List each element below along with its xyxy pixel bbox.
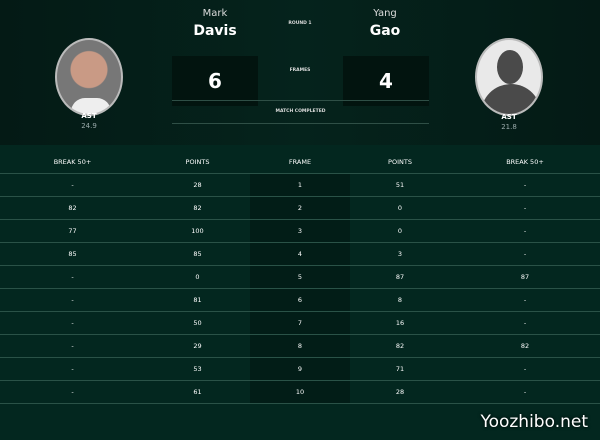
cell-frame: 1: [297, 181, 303, 189]
cell-break-p2: -: [523, 204, 527, 212]
cell-break-p1: -: [71, 181, 74, 189]
cell-frame: 9: [297, 365, 303, 373]
player1-score: 6: [172, 56, 258, 106]
player2-score: 4: [343, 56, 429, 106]
table-row: 85 85 4 3 -: [0, 243, 600, 266]
cell-points-p2: 87: [395, 273, 405, 281]
header-frame: FRAME: [288, 157, 312, 166]
cell-break-p2: -: [523, 388, 527, 396]
frames-table: BREAK 50+ POINTS FRAME POINTS BREAK 50+ …: [0, 150, 600, 404]
cell-points-p1: 81: [193, 296, 202, 304]
cell-points-p1: 29: [193, 342, 202, 350]
frame-column-bg: [250, 174, 350, 404]
cell-points-p1: 61: [193, 388, 202, 396]
cell-points-p1: 100: [191, 227, 204, 235]
match-status: MATCH COMPLETED: [275, 109, 326, 114]
cell-points-p2: 71: [395, 365, 405, 373]
cell-frame: 8: [297, 342, 303, 350]
match-header: AST 24.9 Mark Davis ROUND 1 Yang Gao 6 F…: [0, 0, 600, 145]
cell-frame: 5: [297, 273, 303, 281]
cell-break-p1: -: [71, 342, 74, 350]
cell-frame: 10: [295, 388, 305, 396]
player1-last-name: Davis: [193, 23, 237, 39]
cell-points-p2: 51: [395, 181, 405, 189]
player1-average: 24.9: [81, 122, 97, 130]
cell-points-p2: 0: [397, 204, 403, 212]
table-row: 82 82 2 0 -: [0, 197, 600, 220]
header-points-p1: POINTS: [185, 157, 210, 166]
round-label: ROUND 1: [288, 21, 312, 26]
frames-label: FRAMES: [289, 68, 311, 73]
cell-break-p2: -: [523, 319, 527, 327]
player1-avatar: [55, 38, 123, 116]
table-row: 77 100 3 0 -: [0, 220, 600, 243]
cell-points-p2: 82: [395, 342, 405, 350]
cell-points-p1: 28: [193, 181, 202, 189]
player1-first-name: Mark: [202, 8, 228, 19]
table-row: - 0 5 87 87: [0, 266, 600, 289]
cell-break-p2: -: [523, 227, 527, 235]
cell-points-p2: 28: [395, 388, 405, 396]
player1-nation: AST: [81, 112, 97, 120]
cell-break-p2: -: [523, 296, 527, 304]
cell-break-p1: 77: [68, 227, 77, 235]
cell-points-p1: 50: [193, 319, 202, 327]
cell-frame: 7: [297, 319, 303, 327]
header-break-p1: BREAK 50+: [53, 157, 92, 166]
table-row: - 81 6 8 -: [0, 289, 600, 312]
header-points-p2: POINTS: [388, 157, 412, 166]
cell-frame: 6: [297, 296, 303, 304]
divider: [172, 123, 429, 124]
player2-average: 21.8: [501, 123, 517, 131]
table-row: - 28 1 51 -: [0, 174, 600, 197]
table-row: - 61 10 28 -: [0, 381, 600, 404]
cell-break-p1: -: [71, 388, 74, 396]
player2-first-name: Yang: [373, 8, 397, 19]
player2-nation: AST: [501, 113, 517, 121]
cell-points-p1: 85: [193, 250, 202, 258]
cell-break-p2: -: [523, 365, 527, 373]
player2-last-name: Gao: [369, 23, 401, 39]
cell-break-p1: -: [71, 296, 74, 304]
cell-break-p2: 82: [520, 342, 530, 350]
cell-points-p2: 8: [397, 296, 403, 304]
cell-points-p2: 0: [397, 227, 403, 235]
player2-avatar: [475, 38, 543, 116]
cell-points-p1: 53: [193, 365, 202, 373]
cell-break-p1: -: [71, 319, 74, 327]
cell-break-p2: -: [523, 181, 527, 189]
divider: [172, 100, 429, 101]
cell-break-p2: 87: [520, 273, 530, 281]
table-row: - 50 7 16 -: [0, 312, 600, 335]
cell-break-p2: -: [523, 250, 527, 258]
table-row: - 29 8 82 82: [0, 335, 600, 358]
cell-break-p1: -: [71, 365, 74, 373]
cell-points-p2: 16: [395, 319, 405, 327]
cell-frame: 4: [297, 250, 303, 258]
cell-points-p1: 0: [195, 273, 200, 281]
header-break-p2: BREAK 50+: [506, 157, 544, 166]
table-header: BREAK 50+ POINTS FRAME POINTS BREAK 50+: [0, 150, 600, 174]
table-row: - 53 9 71 -: [0, 358, 600, 381]
cell-frame: 3: [297, 227, 303, 235]
cell-break-p1: -: [71, 273, 74, 281]
watermark: Yoozhibo.net: [480, 412, 588, 432]
cell-break-p1: 82: [68, 204, 77, 212]
cell-points-p1: 82: [193, 204, 202, 212]
cell-frame: 2: [297, 204, 303, 212]
cell-points-p2: 3: [397, 250, 403, 258]
cell-break-p1: 85: [68, 250, 77, 258]
